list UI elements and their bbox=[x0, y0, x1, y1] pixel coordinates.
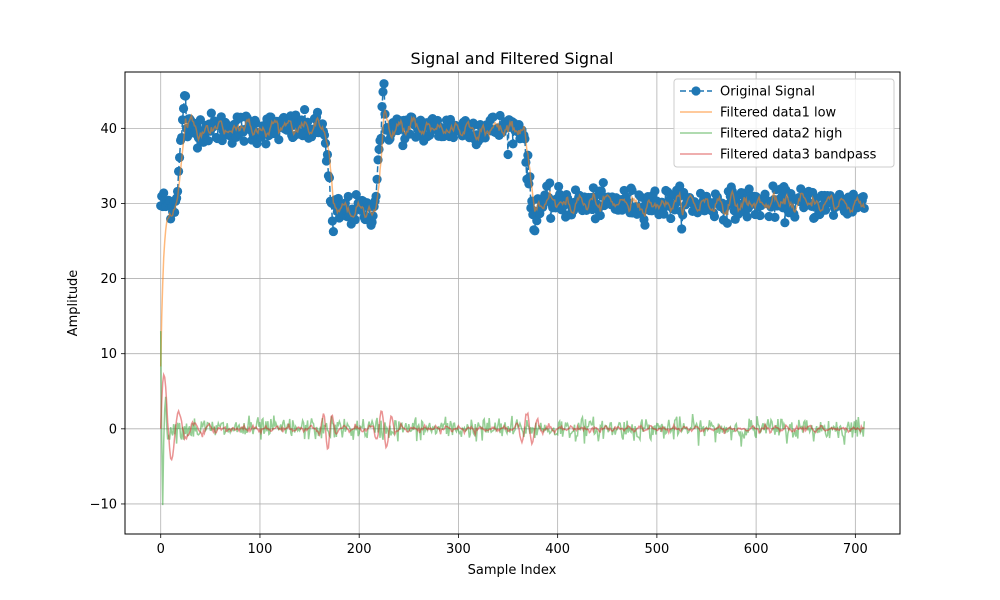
legend-entry: Filtered data2 high bbox=[680, 127, 842, 142]
y-tick-label: −10 bbox=[90, 497, 117, 512]
data-point bbox=[530, 226, 540, 236]
data-point bbox=[182, 132, 193, 142]
data-point bbox=[251, 118, 261, 128]
series-line-filtered-bandpass bbox=[159, 371, 865, 462]
y-tick-label: 0 bbox=[109, 422, 117, 437]
plot-area bbox=[156, 79, 869, 506]
data-point bbox=[770, 212, 780, 222]
y-axis-label: Amplitude bbox=[66, 270, 81, 337]
data-point bbox=[432, 115, 443, 126]
data-point bbox=[203, 136, 213, 146]
data-point bbox=[790, 212, 800, 222]
data-point bbox=[546, 213, 556, 224]
data-point bbox=[742, 212, 752, 222]
data-point bbox=[677, 224, 687, 234]
x-tick-label: 100 bbox=[248, 542, 273, 557]
data-point bbox=[595, 210, 605, 221]
y-tick-label: 30 bbox=[100, 197, 117, 212]
data-point bbox=[780, 218, 790, 228]
data-point bbox=[322, 149, 333, 160]
data-point bbox=[206, 108, 216, 118]
data-point bbox=[858, 191, 868, 202]
data-point bbox=[508, 139, 518, 149]
data-point bbox=[488, 112, 498, 122]
data-point bbox=[300, 104, 310, 115]
data-point bbox=[173, 166, 184, 176]
data-point bbox=[343, 191, 353, 202]
data-point bbox=[495, 110, 505, 121]
data-point bbox=[324, 173, 335, 183]
data-point bbox=[480, 133, 490, 143]
data-point bbox=[659, 209, 669, 219]
y-tick-label: 20 bbox=[100, 272, 117, 287]
x-tick-label: 500 bbox=[644, 542, 669, 557]
data-point bbox=[622, 196, 632, 206]
legend-label: Filtered data2 high bbox=[720, 127, 842, 142]
data-point bbox=[180, 91, 191, 101]
data-point bbox=[796, 184, 806, 194]
legend-entry: Filtered data3 bandpass bbox=[680, 148, 877, 163]
data-point bbox=[195, 115, 206, 125]
x-tick-label: 400 bbox=[545, 542, 570, 557]
data-point bbox=[328, 226, 338, 237]
data-point bbox=[640, 220, 650, 230]
data-point bbox=[274, 135, 284, 145]
legend-entry: Original Signal bbox=[680, 85, 815, 100]
data-point bbox=[545, 178, 555, 188]
x-tick-label: 0 bbox=[157, 542, 165, 557]
legend-label: Original Signal bbox=[720, 85, 815, 100]
chart-title: Signal and Filtered Signal bbox=[411, 49, 614, 68]
data-point bbox=[755, 210, 765, 221]
data-point bbox=[172, 193, 182, 203]
legend: Original Signal Filtered data1 low Filtere… bbox=[673, 78, 895, 168]
legend-box bbox=[673, 78, 895, 168]
x-tick-label: 600 bbox=[744, 542, 769, 557]
data-point bbox=[503, 149, 513, 160]
axes-frame bbox=[124, 71, 901, 535]
data-point bbox=[380, 109, 390, 119]
data-point bbox=[650, 186, 660, 196]
series-line-filtered-low bbox=[159, 108, 866, 367]
data-point bbox=[520, 134, 530, 144]
data-point bbox=[627, 185, 637, 195]
x-tick-label: 300 bbox=[446, 542, 471, 557]
data-point bbox=[371, 191, 381, 201]
data-point bbox=[351, 190, 361, 200]
legend-label: Filtered data1 low bbox=[720, 106, 837, 121]
x-axis-label: Sample Index bbox=[468, 563, 557, 578]
data-point bbox=[327, 216, 337, 226]
data-point bbox=[554, 181, 564, 192]
data-point bbox=[828, 210, 839, 220]
legend-marker bbox=[691, 86, 701, 96]
data-point bbox=[159, 188, 169, 198]
y-tick-label: 10 bbox=[100, 347, 117, 362]
data-point bbox=[532, 216, 542, 226]
axis-ticks: 0 100 200 300 400 500 600 700 −10 0 10 20 30 40 bbox=[90, 122, 868, 557]
x-tick-label: 700 bbox=[843, 542, 868, 557]
legend-entry: Filtered data1 low bbox=[680, 106, 837, 121]
data-point bbox=[666, 213, 676, 224]
data-point bbox=[709, 211, 720, 222]
legend-label: Filtered data3 bandpass bbox=[720, 148, 877, 163]
data-point bbox=[744, 184, 754, 194]
data-point bbox=[379, 79, 389, 89]
y-tick-label: 40 bbox=[100, 122, 117, 137]
data-point bbox=[848, 189, 858, 199]
x-tick-label: 200 bbox=[347, 542, 372, 557]
data-point bbox=[722, 218, 732, 228]
data-point bbox=[598, 178, 608, 188]
data-point bbox=[261, 139, 271, 149]
data-point bbox=[376, 133, 386, 143]
data-point bbox=[312, 107, 323, 118]
data-point bbox=[178, 103, 189, 114]
data-point bbox=[239, 136, 249, 146]
data-point bbox=[448, 132, 459, 143]
data-point bbox=[378, 87, 388, 97]
data-point bbox=[377, 102, 387, 112]
data-point bbox=[302, 117, 313, 127]
